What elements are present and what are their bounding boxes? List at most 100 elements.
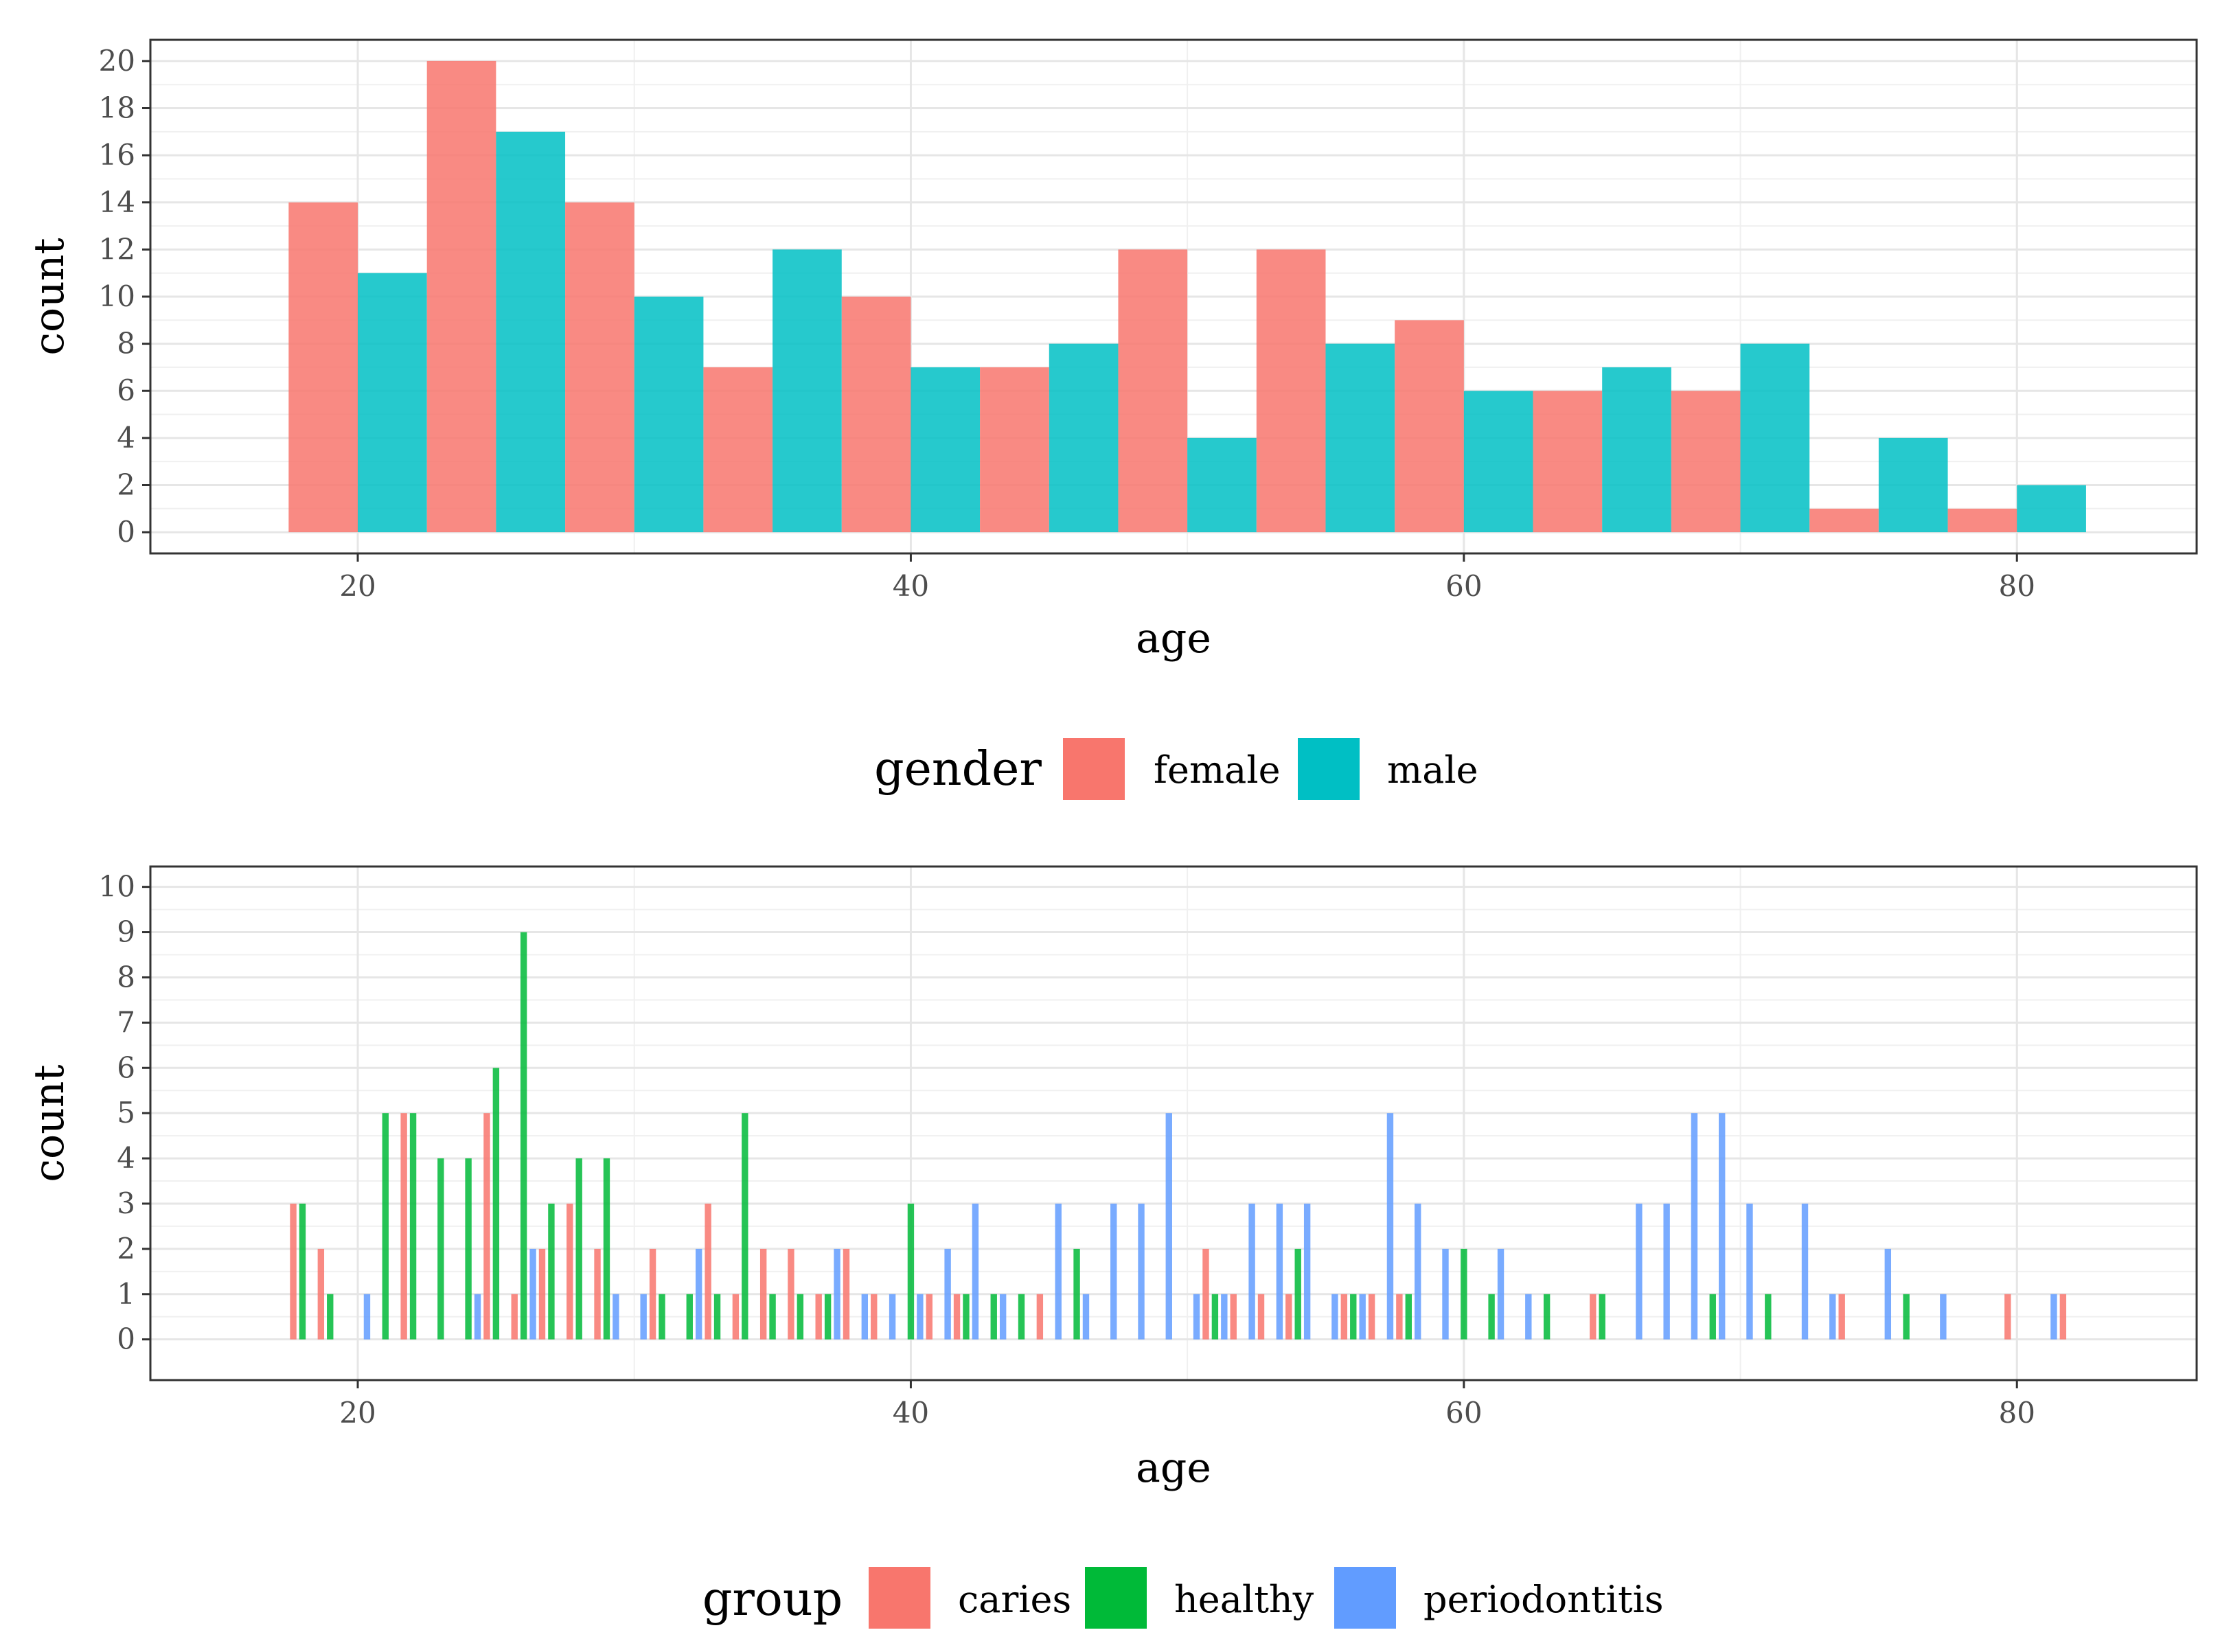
bar-periodontitis-73 [1829,1294,1836,1340]
bar-healthy-29 [603,1158,610,1340]
x-tick-label: 60 [1445,1396,1482,1430]
bar-caries-57 [1368,1294,1375,1340]
chart2-panel-border [149,865,2198,1381]
bar-periodontitis-47 [1110,1203,1117,1340]
bar-periodontitis-48 [1138,1203,1145,1340]
y-tick-label: 14 [99,185,135,219]
bar-periodontitis-39 [889,1294,896,1340]
bar-male-60 [1463,391,1533,533]
bar-caries-80 [2004,1294,2011,1340]
bar-caries-28 [567,1203,573,1340]
bar-male-65 [1602,367,1671,533]
x-tick-label: 80 [1999,569,2035,603]
legend-label-female: female [1154,748,1281,792]
chart1-y-axis: 0 2 4 6 8 10 12 14 16 18 20 [99,44,150,549]
y-tick-label: 1 [117,1277,135,1311]
y-tick-label: 18 [99,91,135,125]
bar-male-25 [496,131,566,533]
bar-healthy-31 [659,1294,665,1340]
chart2-bars [290,932,2067,1340]
bar-male-45 [1049,343,1119,533]
y-tick-label: 0 [117,1322,135,1356]
bar-caries-18 [290,1203,297,1340]
x-tick-label: 40 [893,1396,929,1430]
y-tick-label: 8 [117,327,135,360]
bar-female-45 [980,367,1049,533]
bar-healthy-27 [548,1203,555,1340]
bar-healthy-65 [1599,1294,1605,1340]
chart1-y-axis-title: count [25,238,73,355]
legend-key-healthy [1085,1567,1147,1629]
bar-male-50 [1187,437,1257,533]
bar-periodontitis-50 [1193,1294,1200,1340]
bar-periodontitis-62 [1525,1294,1532,1340]
legend-key-male [1298,738,1360,800]
bar-male-30 [634,297,704,533]
bar-periodontitis-41 [944,1248,951,1340]
bar-male-55 [1325,343,1395,533]
chart2-legend: group caries healthy periodontitis [702,1567,1664,1629]
x-tick-label: 40 [893,569,929,603]
chart1-bars [288,60,2086,533]
bar-caries-19 [317,1248,325,1340]
bar-periodontitis-43 [999,1294,1007,1340]
bar-male-35 [773,249,842,533]
bar-male-75 [1878,437,1948,533]
bar-healthy-22 [409,1113,417,1340]
y-tick-label: 6 [117,1051,135,1084]
bar-female-35 [703,367,773,533]
bar-periodontitis-58 [1415,1203,1421,1340]
bar-female-50 [1118,249,1188,533]
chart1-legend: gender female male [874,738,1478,800]
bar-healthy-76 [1903,1294,1910,1340]
bar-caries-74 [1838,1294,1845,1340]
x-tick-label: 80 [1999,1396,2035,1430]
chart2-x-axis: 20 40 60 80 [339,1380,2035,1430]
y-tick-label: 3 [117,1186,135,1220]
bar-female-75 [1809,508,1879,533]
bar-periodontitis-56 [1359,1294,1366,1340]
bar-periodontitis-75 [1884,1248,1892,1340]
bar-healthy-36 [797,1294,804,1340]
y-tick-label: 10 [99,870,135,904]
y-tick-label: 8 [117,960,135,994]
bar-caries-22 [400,1113,407,1340]
bar-healthy-21 [382,1113,389,1340]
bar-healthy-51 [1211,1294,1219,1340]
y-tick-label: 7 [117,1005,135,1039]
bar-caries-25 [483,1113,490,1340]
bar-periodontitis-70 [1746,1203,1753,1340]
bar-periodontitis-69 [1718,1113,1726,1340]
bar-male-80 [2017,485,2086,533]
bar-male-70 [1740,343,1810,533]
bar-periodontitis-20 [363,1294,371,1340]
bar-caries-53 [1257,1294,1265,1340]
bar-healthy-19 [327,1294,334,1340]
legend-key-caries [869,1567,930,1629]
bar-healthy-69 [1709,1294,1716,1340]
y-tick-label: 6 [117,374,135,407]
bar-caries-54 [1285,1294,1292,1340]
y-tick-label: 2 [117,468,135,501]
bar-healthy-28 [575,1158,582,1340]
bar-female-60 [1395,320,1464,533]
legend-key-periodontitis [1334,1567,1396,1629]
bar-periodontitis-81 [2050,1294,2057,1340]
y-tick-label: 4 [117,421,135,455]
bar-healthy-61 [1488,1294,1495,1340]
bar-caries-27 [538,1248,546,1340]
chart2-y-axis: 0 1 2 3 4 5 6 7 8 9 10 [99,870,150,1356]
bar-periodontitis-32 [695,1248,702,1340]
chart1-legend-title: gender [874,742,1042,796]
chart2-gridlines [150,867,2197,1380]
legend-label-male: male [1387,748,1478,792]
bar-caries-52 [1230,1294,1237,1340]
bar-healthy-63 [1543,1294,1551,1340]
y-tick-label: 9 [117,915,135,949]
bar-periodontitis-53 [1276,1203,1283,1340]
bar-male-20 [358,273,427,533]
group-age-histogram: 0 1 2 3 4 5 6 7 8 9 10 20 40 60 80 age count group ca… [25,865,2198,1629]
bar-periodontitis-29 [613,1294,619,1340]
x-tick-label: 20 [339,569,376,603]
legend-label-periodontitis: periodontitis [1423,1578,1664,1621]
